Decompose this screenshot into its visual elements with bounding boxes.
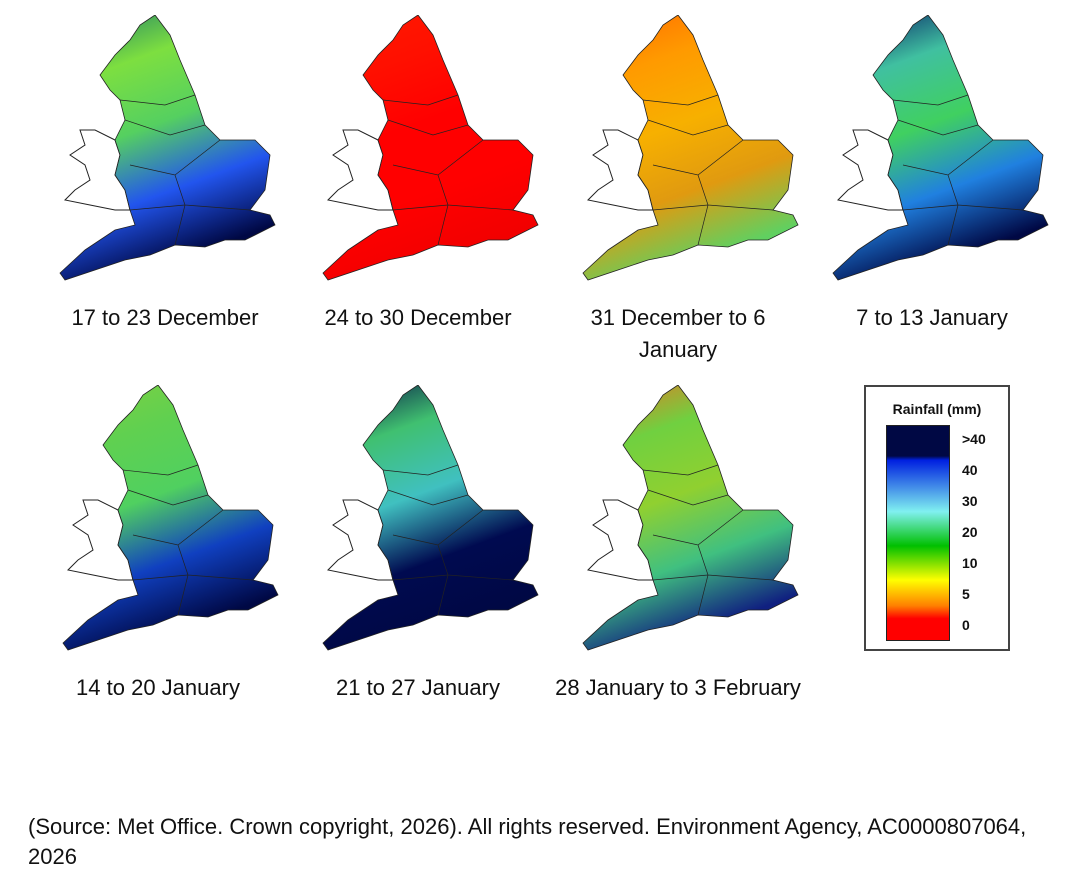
map-label: 31 December to 6 January xyxy=(590,305,766,362)
rainfall-map xyxy=(58,384,283,660)
map-label: 14 to 20 January xyxy=(76,675,240,700)
map-label: 21 to 27 January xyxy=(336,675,500,700)
legend-tick-label: 40 xyxy=(962,462,978,478)
map-label: 17 to 23 December xyxy=(71,305,259,330)
legend-tick-label: 0 xyxy=(962,617,970,633)
source-note: (Source: Met Office. Crown copyright, 20… xyxy=(28,814,1027,869)
map-label: 28 January to 3 February xyxy=(555,675,801,700)
legend-tick-label: 30 xyxy=(962,493,978,509)
rainfall-legend: Rainfall (mm) >40 40 30 20 10 5 0 xyxy=(864,385,1010,651)
map-label: 7 to 13 January xyxy=(856,305,1008,330)
legend-tick-label: 10 xyxy=(962,555,978,571)
map-label: 24 to 30 December xyxy=(324,305,512,330)
rainfall-map xyxy=(578,14,803,290)
legend-tick-label: 5 xyxy=(962,586,970,602)
rainfall-map xyxy=(318,14,543,290)
legend-tick-label: >40 xyxy=(962,431,986,447)
legend-title: Rainfall (mm) xyxy=(892,401,982,417)
rainfall-map xyxy=(55,14,280,290)
legend-tick-label: 20 xyxy=(962,524,978,540)
legend-color-bar xyxy=(886,425,950,641)
rainfall-map xyxy=(578,384,803,660)
rainfall-map xyxy=(828,14,1053,290)
rainfall-map xyxy=(318,384,543,660)
